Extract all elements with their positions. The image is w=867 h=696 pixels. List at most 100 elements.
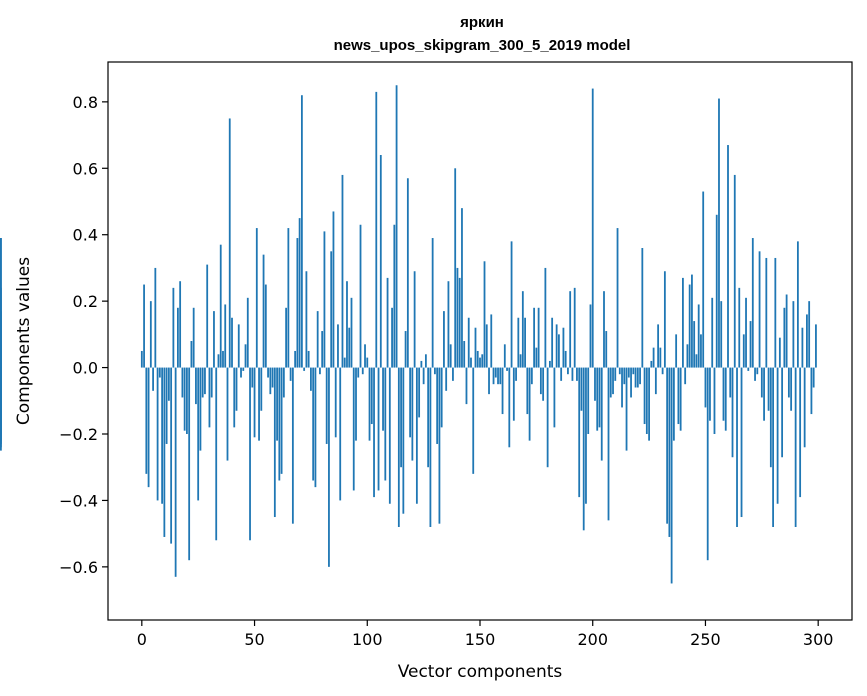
bar <box>639 367 641 385</box>
bar <box>530 367 533 385</box>
bar <box>769 367 772 468</box>
y-tick-label: 0.8 <box>73 93 98 112</box>
bar <box>587 367 590 434</box>
bar <box>621 367 623 408</box>
bar <box>201 367 204 398</box>
bar <box>659 347 662 368</box>
bar <box>384 367 387 481</box>
bar <box>526 367 529 415</box>
bar <box>289 367 292 381</box>
bar <box>736 367 738 527</box>
bar <box>562 327 565 368</box>
bar <box>287 228 290 368</box>
bar <box>348 327 351 368</box>
plot-area-frame <box>107 61 853 621</box>
bar <box>418 367 421 418</box>
bar <box>533 307 536 368</box>
bar <box>183 367 186 431</box>
bar <box>443 311 445 368</box>
bar <box>145 367 148 474</box>
bar <box>192 307 195 368</box>
bar <box>215 367 218 541</box>
bar <box>140 350 143 368</box>
bar <box>388 367 391 504</box>
y-tick-label: 0.0 <box>73 359 98 378</box>
bar <box>472 367 475 474</box>
bar <box>156 367 159 501</box>
bar <box>645 367 648 434</box>
bar <box>161 367 164 504</box>
bar <box>158 367 161 378</box>
bar <box>815 324 817 368</box>
bar <box>494 367 497 378</box>
bar <box>551 317 554 368</box>
bar <box>337 324 339 368</box>
bar <box>684 367 687 385</box>
bar <box>553 367 556 428</box>
bar <box>325 367 328 444</box>
bar <box>675 334 678 368</box>
y-tick-label: 0.4 <box>73 226 98 245</box>
bar <box>808 301 811 368</box>
bar <box>528 367 531 441</box>
bar <box>476 350 479 368</box>
bar <box>488 367 490 395</box>
bar <box>242 367 245 371</box>
bar <box>334 367 337 438</box>
bar <box>438 367 441 524</box>
bar <box>262 254 265 368</box>
bar <box>359 224 362 368</box>
bar <box>740 367 743 518</box>
bar <box>181 367 184 398</box>
bar <box>172 287 175 368</box>
bar <box>411 367 414 461</box>
bar <box>537 307 540 368</box>
bar <box>197 367 200 501</box>
bar <box>751 238 754 368</box>
bar <box>661 367 664 375</box>
bar <box>303 367 306 371</box>
bar <box>785 294 788 368</box>
bar <box>452 367 454 381</box>
bar <box>546 367 549 468</box>
chart-title: яркин <box>460 14 504 31</box>
y-tick-label: −0.2 <box>59 425 98 444</box>
bar <box>535 347 538 368</box>
bar <box>361 367 364 375</box>
bar <box>497 367 499 385</box>
bar <box>298 218 301 368</box>
bar <box>691 274 693 368</box>
bar <box>585 367 587 504</box>
bar <box>564 350 567 368</box>
bar <box>434 367 436 375</box>
bar <box>573 287 576 368</box>
x-tick-label: 200 <box>577 630 608 649</box>
bar <box>179 281 182 368</box>
bar <box>406 178 409 368</box>
bar <box>600 367 603 461</box>
bar <box>558 334 560 368</box>
bar <box>790 367 793 411</box>
bar <box>328 367 330 567</box>
bar <box>474 327 477 368</box>
bar <box>603 291 605 368</box>
bar <box>677 367 680 425</box>
bar <box>612 367 614 395</box>
bar <box>163 367 166 537</box>
bar <box>397 367 400 527</box>
bar <box>285 307 288 368</box>
bar <box>799 367 802 498</box>
bar <box>368 367 371 441</box>
bar <box>213 311 215 368</box>
bar <box>370 367 373 425</box>
bar <box>296 238 299 368</box>
bar <box>747 367 750 371</box>
bar <box>415 367 418 504</box>
bar <box>578 367 581 498</box>
bar <box>812 367 815 388</box>
bar <box>422 367 425 385</box>
bar <box>510 241 513 368</box>
bar <box>330 251 333 368</box>
bar <box>377 367 380 491</box>
bar <box>548 360 551 368</box>
